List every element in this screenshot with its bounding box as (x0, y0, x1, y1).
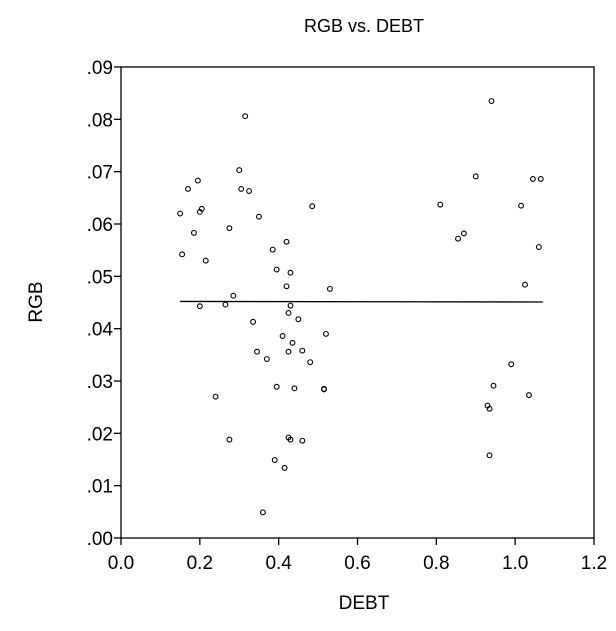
data-point (226, 436, 233, 443)
data-point (508, 361, 515, 368)
data-point (259, 509, 266, 516)
data-point (242, 113, 249, 120)
data-point (202, 257, 209, 264)
fit-line (180, 300, 543, 303)
data-point (246, 188, 253, 194)
data-point (518, 202, 525, 209)
data-point (289, 339, 296, 346)
data-point (230, 292, 237, 299)
data-point (291, 385, 298, 392)
data-point (250, 318, 256, 325)
x-tick-label: 1.0 (502, 553, 528, 574)
data-point (222, 301, 229, 308)
data-point (256, 213, 262, 220)
y-tick-label: .00 (87, 529, 113, 550)
x-axis-title: DEBT (339, 593, 390, 614)
y-tick-label: .02 (87, 424, 113, 445)
data-point (455, 235, 461, 242)
data-point (535, 244, 542, 250)
x-tick-label: 0.8 (423, 553, 449, 574)
data-point (486, 452, 493, 459)
data-point (283, 238, 290, 245)
y-tick-label: .08 (87, 110, 113, 131)
data-point (326, 285, 333, 292)
data-point (198, 205, 205, 212)
data-point (281, 464, 288, 471)
data-point (307, 359, 314, 366)
data-point (269, 246, 276, 253)
data-point (254, 348, 260, 355)
data-point (283, 283, 290, 290)
y-axis: .00 .01 .02 .03 .04 .05 .06 .07 .08 .09 (87, 58, 121, 550)
y-tick-label: .03 (87, 372, 113, 393)
data-point (285, 348, 292, 355)
x-tick-label: 0.4 (265, 553, 292, 574)
data-point (185, 185, 191, 192)
data-point (196, 303, 203, 310)
y-axis-title: RGB (26, 281, 47, 322)
y-tick-label: .05 (87, 267, 113, 288)
x-tick-label: 1.2 (581, 553, 607, 574)
data-point (490, 382, 497, 389)
data-point (212, 393, 219, 400)
data-point (271, 457, 278, 463)
data-point (472, 173, 479, 180)
data-point (299, 437, 306, 444)
data-point (179, 251, 186, 258)
data-point (287, 269, 294, 276)
y-tick-label: .07 (87, 163, 113, 184)
data-point (279, 333, 286, 339)
y-tick-label: .09 (87, 58, 113, 79)
data-point (529, 176, 536, 182)
data-point (194, 177, 201, 184)
data-point (486, 405, 493, 412)
data-point (238, 185, 245, 192)
data-point (299, 347, 306, 354)
y-tick-label: .01 (87, 477, 113, 498)
y-tick-label: .06 (87, 215, 113, 236)
fit-line-layer (180, 300, 543, 303)
data-point (263, 356, 270, 362)
x-axis: 0.0 0.2 0.4 0.6 0.8 1.0 1.2 (108, 538, 607, 574)
data-point (273, 383, 280, 390)
data-point (460, 230, 467, 237)
data-point (226, 225, 233, 232)
data-point (437, 201, 444, 208)
chart-title: RGB vs. DEBT (304, 16, 424, 36)
data-point (190, 229, 197, 236)
data-point (537, 176, 544, 182)
data-point (295, 316, 302, 323)
x-tick-label: 0.6 (344, 553, 370, 574)
data-point (323, 330, 329, 337)
points-layer (177, 98, 544, 516)
data-point (522, 281, 528, 288)
y-tick-label: .04 (87, 320, 114, 341)
x-tick-label: 0.2 (187, 553, 213, 574)
data-point (177, 210, 184, 217)
data-point (273, 266, 280, 273)
data-point (287, 436, 294, 443)
data-point (526, 392, 532, 399)
x-tick-label: 0.0 (108, 553, 134, 574)
data-point (285, 310, 292, 316)
data-point (321, 386, 327, 393)
data-point (309, 203, 316, 210)
data-point (236, 167, 243, 174)
data-point (287, 302, 294, 309)
data-point (488, 98, 495, 104)
